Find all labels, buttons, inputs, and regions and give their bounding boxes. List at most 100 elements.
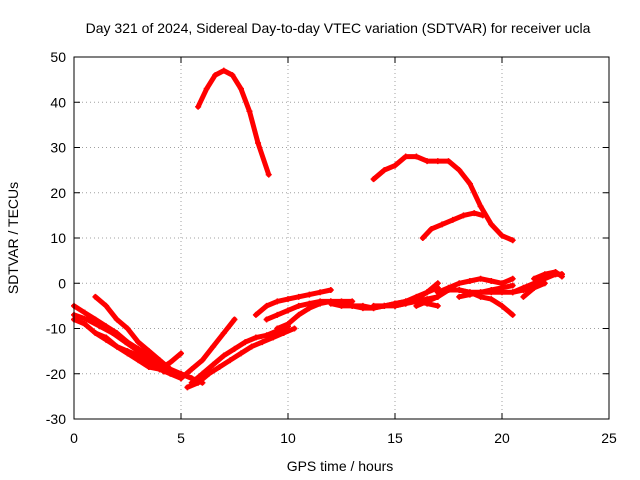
x-axis-label: GPS time / hours (287, 458, 394, 474)
data-point (477, 289, 484, 296)
series-line (71, 312, 167, 374)
data-point (220, 330, 227, 337)
data-point (199, 357, 206, 364)
data-point (229, 72, 236, 79)
data-point (280, 330, 287, 337)
y-tick-label: 0 (58, 275, 66, 291)
data-point (156, 366, 163, 373)
data-series-arc-f (156, 350, 184, 373)
data-point (96, 323, 103, 330)
data-point (499, 289, 505, 296)
data-point (220, 67, 227, 74)
x-tick-label: 5 (177, 430, 185, 446)
data-point (237, 85, 244, 92)
data-point (113, 316, 120, 323)
y-axis-label: SDTVAR / TECUs (5, 182, 21, 294)
data-point (220, 352, 227, 359)
data-point (184, 384, 191, 391)
series-line (420, 210, 486, 241)
data-point (252, 311, 259, 318)
data-point (295, 293, 302, 300)
data-point (212, 72, 219, 79)
data-point (456, 167, 463, 174)
data-point (434, 289, 441, 296)
data-point (246, 108, 253, 115)
series-line (189, 323, 291, 386)
data-point (327, 287, 334, 294)
data-point (92, 293, 99, 300)
data-point (274, 311, 281, 318)
data-point (216, 363, 223, 370)
x-tick-label: 25 (601, 430, 617, 446)
data-series-arc-p (392, 280, 441, 309)
data-point (359, 305, 366, 312)
data-point (552, 268, 559, 275)
data-point (167, 366, 174, 373)
data-point (413, 296, 420, 303)
data-point (295, 311, 302, 318)
data-point (231, 316, 238, 323)
data-point (285, 307, 291, 314)
chart-title: Day 321 of 2024, Sidereal Day-to-day VTE… (86, 20, 591, 36)
data-point (445, 287, 452, 294)
data-point (456, 293, 463, 300)
data-point (306, 291, 313, 298)
data-point (263, 302, 270, 309)
data-point (203, 85, 210, 92)
data-point (428, 225, 435, 232)
data-point (156, 357, 163, 364)
series-line (178, 316, 237, 381)
data-point (259, 339, 266, 346)
data-series-arc-j (195, 67, 272, 178)
data-point (488, 289, 495, 296)
data-point (210, 361, 217, 368)
data-point (402, 300, 409, 307)
data-point (509, 237, 516, 244)
data-point (178, 350, 184, 357)
data-point (520, 284, 527, 291)
data-point (252, 334, 259, 341)
y-tick-label: -20 (46, 366, 66, 382)
data-point (466, 180, 473, 187)
data-point (509, 275, 516, 282)
data-point (145, 363, 152, 370)
data-point (167, 359, 174, 366)
data-point (274, 298, 281, 305)
data-series-group (71, 67, 565, 391)
data-point (103, 334, 110, 341)
data-point (424, 289, 431, 296)
data-point (439, 221, 446, 228)
data-point (205, 370, 212, 377)
data-series-arc-y (531, 268, 565, 282)
y-tick-label: 40 (50, 94, 66, 110)
data-point (135, 357, 142, 364)
data-point (381, 302, 388, 309)
data-point (274, 325, 281, 332)
data-point (434, 158, 441, 165)
data-point (349, 302, 356, 309)
data-point (291, 325, 298, 332)
y-tick-label: 50 (50, 49, 66, 65)
data-point (270, 334, 277, 341)
data-point (509, 289, 516, 296)
data-point (122, 339, 129, 346)
data-point (531, 284, 538, 291)
series-line (371, 154, 516, 243)
data-point (199, 370, 206, 377)
data-point (113, 343, 120, 350)
data-point (83, 316, 90, 323)
data-point (499, 302, 505, 309)
data-point (327, 300, 334, 307)
data-point (227, 357, 234, 364)
data-point (558, 273, 565, 280)
data-point (285, 296, 291, 303)
axis-ticks: 0 5 10 15 20 25 -30 -20 -10 0 10 20 30 40 50 (46, 49, 617, 446)
data-point (265, 171, 272, 178)
data-point (424, 158, 431, 165)
data-point (109, 330, 116, 337)
y-tick-label: 20 (50, 185, 66, 201)
data-point (413, 153, 420, 160)
data-point (392, 162, 398, 169)
data-point (381, 167, 388, 174)
data-point (231, 345, 238, 352)
